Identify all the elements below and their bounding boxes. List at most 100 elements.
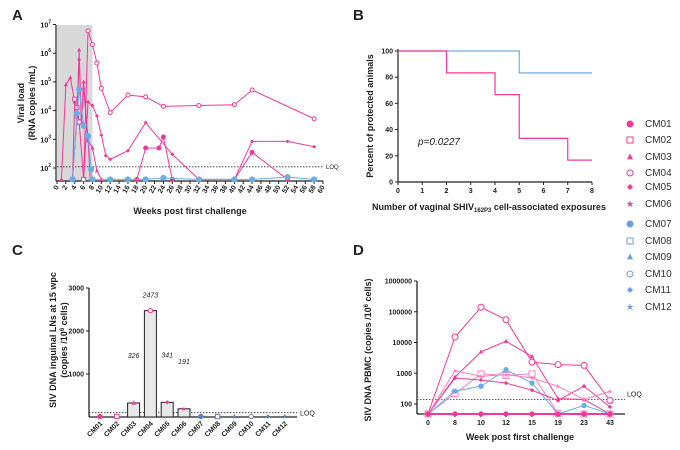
- y-axis-label: SIV DNA PBMC (copies /106 cells): [363, 278, 373, 421]
- legend-marker-cm12: ★: [626, 302, 634, 312]
- x-axis-label: Weeks post first challenge: [133, 206, 246, 216]
- x-label-part: cell-associated exposures: [491, 202, 606, 212]
- y-label-part: SIV DNA PBMC (copies /10: [363, 307, 373, 421]
- x-tick-label: 54: [290, 184, 300, 194]
- legend-label-cm05: CM05: [645, 182, 672, 193]
- data-point-cm02: [76, 119, 82, 125]
- x-tick-label: 10: [95, 184, 105, 194]
- data-point-cm01: [555, 411, 561, 417]
- x-tick-label: CM03: [120, 420, 138, 438]
- bar-point-cm10: [248, 413, 254, 420]
- y-tick-label: 80: [385, 75, 393, 82]
- data-label-cm06: 191: [178, 359, 190, 366]
- loq-label: LOQ: [326, 165, 339, 171]
- x-tick-label: 1: [420, 188, 424, 195]
- data-point-cm07: [160, 174, 167, 182]
- panel-b-survival-chart: 0 20 40 60 80 100 0 1 2 3 4 5 6 7 8 p=0.0227 Number of v…: [365, 49, 606, 215]
- bar-point-cm02: [114, 413, 120, 420]
- series-line-cm01b: [233, 151, 288, 180]
- x-tick-label: 30: [184, 184, 194, 194]
- data-point-cm07: [195, 176, 202, 183]
- data-label-cm03: 326: [128, 353, 140, 360]
- x-tick-label: 36: [210, 184, 220, 194]
- data-point-cm07: [478, 383, 484, 389]
- data-point-cm01: [143, 145, 149, 151]
- bar-point-cm12: ★: [282, 413, 288, 421]
- x-tick-label: 8: [88, 184, 96, 191]
- data-point-cm04: [89, 42, 95, 48]
- legend-label-cm10: CM10: [645, 269, 672, 280]
- data-point-cm03: [77, 47, 82, 52]
- x-tick-label: 4: [493, 188, 497, 195]
- y-tick-label: 103: [40, 134, 51, 144]
- legend-label-cm09: CM09: [645, 252, 672, 263]
- bar-point-cm09: [232, 413, 237, 419]
- x-axis-label: Number of vaginal SHIV162P3 cell-associa…: [372, 202, 606, 214]
- data-point-cm03: [81, 79, 86, 84]
- data-point-cm05: [285, 139, 290, 144]
- y-label-part: cells): [59, 302, 69, 328]
- y-tick-label: 102: [40, 163, 51, 173]
- y-label-exponent: 6: [364, 303, 370, 307]
- p-value-annotation: p=0.0227: [417, 137, 460, 148]
- data-point-cm04: [143, 94, 149, 100]
- y-axis-label: (RNA copies /mL): [27, 66, 37, 141]
- data-point-cm03: [478, 349, 484, 354]
- y-tick-label: 20: [385, 153, 393, 160]
- data-point-cm05: [529, 388, 535, 393]
- x-label-part: Number of vaginal SHIV: [372, 202, 474, 212]
- data-point-cm01: [452, 411, 458, 417]
- y-tick-exponent: 6: [48, 48, 51, 54]
- panel-label-b: B: [353, 7, 364, 24]
- data-point-cm03: [529, 353, 535, 359]
- legend-marker-cm09: [627, 253, 633, 260]
- data-point-cm07: [69, 176, 76, 183]
- x-tick-label: 52: [281, 184, 291, 194]
- data-point-cm06: ★: [607, 387, 613, 395]
- data-point-cm01: [156, 145, 162, 151]
- y-tick-label: 40: [385, 127, 393, 134]
- legend-marker-cm10: [626, 270, 634, 278]
- data-point-cm06: ★: [529, 374, 535, 382]
- data-point-cm07: [311, 176, 318, 183]
- data-point-cm01: [607, 411, 613, 417]
- bar-point-cm03: [131, 400, 136, 405]
- legend-marker-cm06: ★: [626, 199, 634, 209]
- x-tick-label: 12: [502, 420, 510, 427]
- legend: CM01 CM02 CM03 CM04 CM05 ★ CM06 CM07 CM08 CM09 CM1…: [626, 119, 672, 313]
- x-tick-label: CM04: [137, 420, 155, 438]
- data-point-cm07: [76, 86, 83, 93]
- x-tick-label: 2: [62, 184, 70, 191]
- x-tick-label: 48: [264, 184, 274, 194]
- loq-label: LOQ: [300, 411, 315, 418]
- legend-marker-cm08: [626, 237, 634, 245]
- data-point-cm07: [84, 132, 92, 140]
- x-tick-label: CM01: [86, 420, 104, 438]
- series-line-cm06: [427, 370, 611, 415]
- x-tick-label: 8: [453, 420, 457, 427]
- series-line-cm01: [136, 135, 173, 180]
- y-label-exponent: 6: [60, 327, 66, 331]
- loq-label: LOQ: [627, 392, 642, 399]
- data-point-cm05: [581, 383, 587, 389]
- panel-label-a: A: [12, 7, 23, 24]
- y-tick-exponent: 4: [48, 106, 51, 112]
- x-tick-label: 58: [308, 184, 318, 194]
- y-axis-label: Percent of protected animals: [365, 54, 375, 178]
- x-tick-label: 42: [237, 184, 247, 194]
- bar-point-cm05: [165, 400, 170, 405]
- series-line-cm05: [83, 100, 315, 180]
- panel-d-pbmc-chart: 100 1000 10000 100000 1000000 0 8 10 12 15 19 23 43 L…: [363, 278, 642, 442]
- x-tick-label: 15: [528, 420, 536, 427]
- data-label-cm05: 341: [161, 352, 173, 359]
- x-tick-label: CM10: [237, 420, 255, 438]
- data-point-cm04: [502, 316, 510, 324]
- data-point-cm03: [59, 177, 64, 182]
- data-point-cm03: [555, 395, 561, 401]
- data-point-cm01: [425, 411, 431, 417]
- data-point-cm02: [81, 176, 87, 182]
- series-line-cm04: [427, 306, 611, 415]
